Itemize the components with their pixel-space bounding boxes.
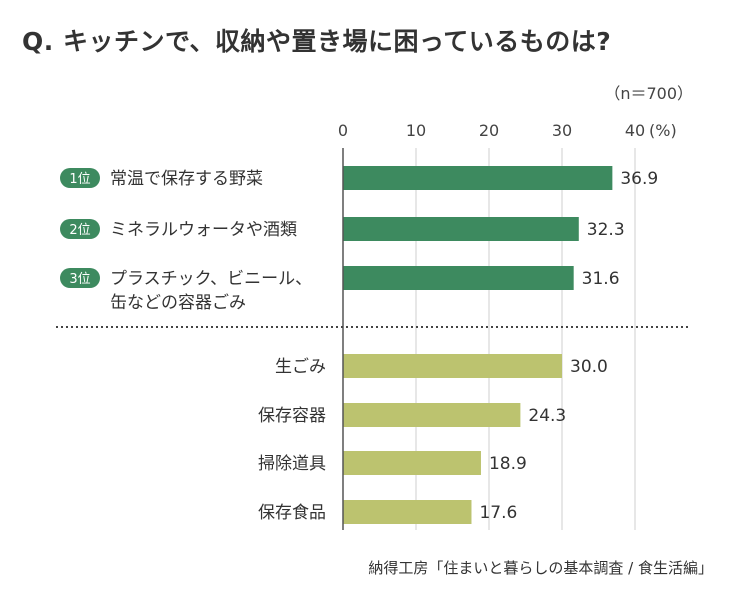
x-tick-label: 10: [406, 121, 426, 140]
category-label: 掃除道具: [258, 454, 326, 474]
rank-badge: 2位: [60, 219, 100, 239]
x-tick-label: 0: [338, 121, 348, 140]
bar: [343, 166, 613, 190]
rank-label: 2位: [69, 223, 90, 238]
category-label: 常温で保存する野菜: [110, 169, 263, 189]
sample-size-note: （n＝700）: [604, 84, 693, 103]
source-credit: 納得工房「住まいと暮らしの基本調査 / 食生活編」: [368, 559, 713, 577]
bar: [343, 403, 521, 427]
category-label: 缶などの容器ごみ: [110, 293, 246, 313]
chart-title: Q. キッチンで、収納や置き場に困っているものは?: [22, 27, 612, 56]
value-label: 17.6: [479, 503, 517, 523]
rank-badge: 3位: [60, 268, 100, 288]
value-label: 30.0: [570, 357, 608, 377]
bar: [343, 217, 579, 241]
category-label: 保存食品: [258, 503, 326, 523]
x-tick-label: 20: [479, 121, 499, 140]
bars: [343, 166, 613, 524]
x-tick-label: 40: [625, 121, 645, 140]
bar: [343, 266, 574, 290]
rank-badge-bg: [60, 168, 100, 188]
category-label: 保存容器: [258, 406, 326, 426]
value-label: 18.9: [489, 454, 527, 474]
value-label: 36.9: [620, 169, 658, 189]
category-label: ミネラルウォータや酒類: [110, 220, 297, 240]
rank-badge: 1位: [60, 168, 100, 188]
x-axis-unit: (%): [649, 121, 677, 140]
category-label: プラスチック、ビニール、: [110, 269, 312, 289]
value-label: 24.3: [528, 406, 566, 426]
value-label: 32.3: [587, 220, 625, 240]
bar: [343, 354, 562, 378]
x-tick-label: 30: [552, 121, 572, 140]
category-labels: 36.9 1位 常温で保存する野菜 32.3 2位 ミネラルウォータや酒類 31.6 3位 プラ…: [60, 168, 658, 523]
value-label: 31.6: [582, 269, 620, 289]
rank-badge-bg: [60, 219, 100, 239]
rank-badge-bg: [60, 268, 100, 288]
x-axis-ticks: 0 10 20 30 40 (%): [338, 121, 677, 140]
rank-label: 1位: [69, 172, 90, 187]
bar: [343, 451, 481, 475]
category-label: 生ごみ: [275, 357, 326, 377]
rank-label: 3位: [69, 272, 90, 287]
bar: [343, 500, 472, 524]
